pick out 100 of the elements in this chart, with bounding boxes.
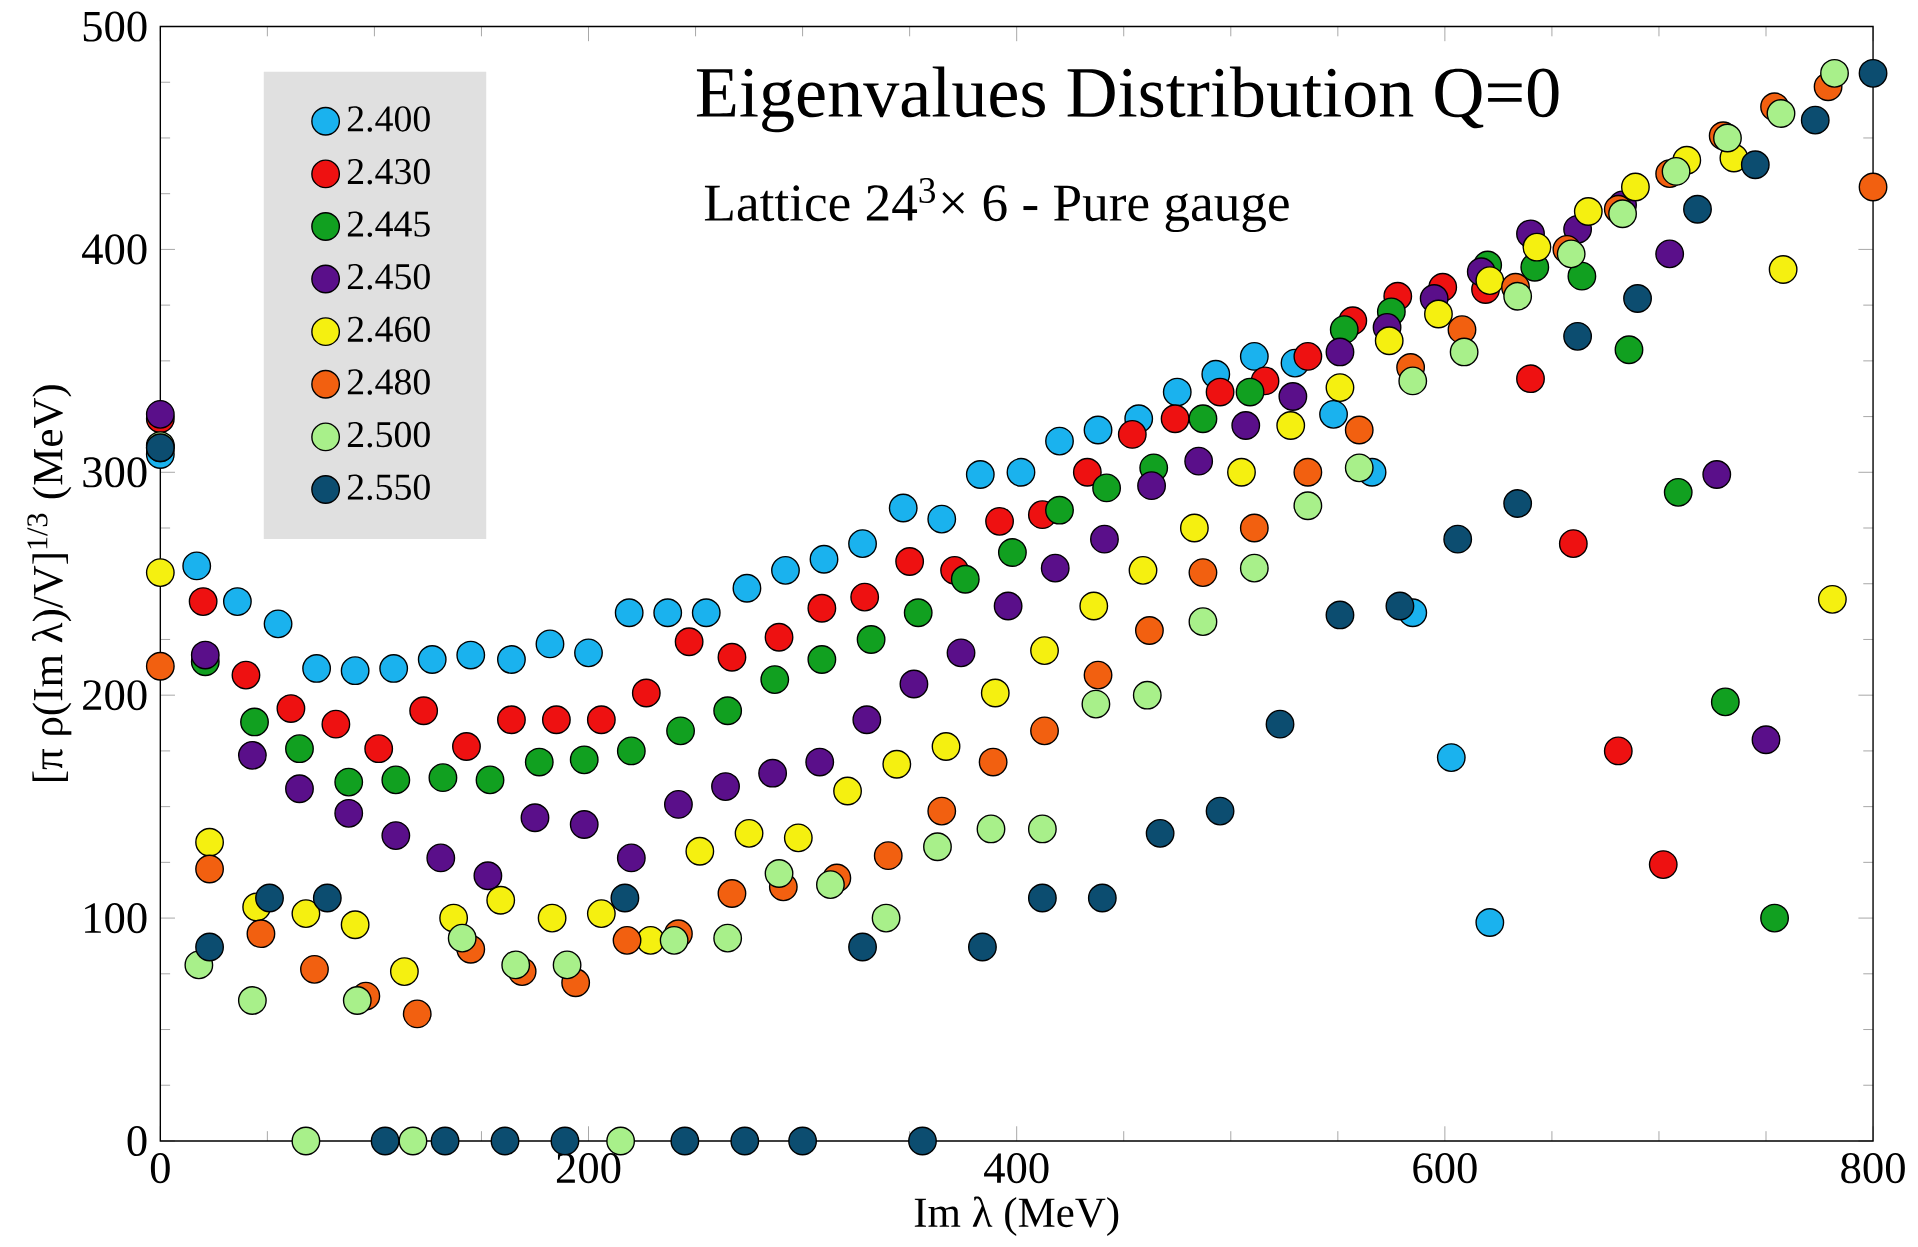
- point: [713, 923, 743, 953]
- point: [486, 885, 516, 915]
- point: [1027, 814, 1057, 844]
- point: [246, 919, 276, 948]
- point: [976, 814, 1006, 844]
- point: [1160, 404, 1190, 434]
- point: [965, 459, 995, 489]
- point: [873, 841, 903, 870]
- point: [1072, 457, 1102, 487]
- point: [497, 705, 526, 734]
- point: [993, 591, 1023, 621]
- point: [980, 678, 1010, 708]
- point: [809, 544, 839, 574]
- point: [1227, 457, 1256, 487]
- point: [1522, 232, 1552, 262]
- point: [1710, 687, 1740, 717]
- point: [1702, 459, 1732, 489]
- point: [1040, 553, 1070, 583]
- point: [734, 818, 764, 848]
- legend-label: 2.430: [347, 158, 430, 185]
- point: [1817, 584, 1847, 614]
- point: [1768, 254, 1798, 284]
- y-tick-label: 400: [82, 234, 147, 265]
- point: [1239, 513, 1269, 543]
- point: [430, 1126, 460, 1156]
- legend-label: 2.550: [347, 474, 430, 500]
- point: [302, 653, 332, 683]
- point: [1184, 446, 1214, 476]
- point: [1090, 524, 1119, 554]
- point: [1424, 299, 1453, 329]
- point: [1740, 150, 1770, 179]
- x-tick-label: 400: [984, 1152, 1049, 1184]
- point: [978, 747, 1008, 777]
- y-tick-label: 0: [127, 1125, 147, 1156]
- point: [1374, 326, 1404, 356]
- legend-label: 2.400: [347, 106, 430, 132]
- point: [1475, 266, 1505, 295]
- point: [758, 758, 788, 788]
- point: [612, 925, 642, 955]
- point: [1558, 529, 1588, 558]
- point: [852, 705, 882, 734]
- point: [1117, 419, 1147, 449]
- point: [1858, 58, 1888, 88]
- point: [1503, 281, 1533, 311]
- point: [1278, 381, 1308, 411]
- legend-label: 2.460: [347, 316, 430, 343]
- point: [616, 736, 646, 766]
- point: [1713, 123, 1742, 153]
- point: [1087, 883, 1117, 913]
- text: Lattice 24$^{3}$× 6 - Pure gauge: [704, 177, 1289, 232]
- point: [1573, 196, 1603, 226]
- point: [535, 629, 565, 659]
- point: [524, 747, 554, 777]
- y-tick-label: 300: [83, 457, 147, 488]
- point: [805, 747, 835, 777]
- point: [1188, 607, 1218, 636]
- point: [691, 598, 721, 627]
- point: [610, 883, 640, 913]
- point: [1188, 557, 1218, 587]
- point: [659, 925, 689, 955]
- point: [321, 709, 351, 739]
- point: [552, 950, 582, 980]
- point: [145, 651, 175, 681]
- x-tick-label: 200: [556, 1152, 621, 1184]
- point: [1162, 377, 1192, 407]
- point: [616, 843, 646, 873]
- point: [1820, 58, 1849, 88]
- point: [908, 1126, 937, 1156]
- point: [674, 627, 704, 656]
- point: [1205, 796, 1235, 826]
- point: [1145, 818, 1175, 848]
- point: [1449, 337, 1479, 367]
- point: [927, 504, 957, 534]
- point: [631, 678, 661, 708]
- point: [428, 763, 458, 792]
- text: Eigenvalues Distribution Q=0: [696, 66, 1559, 132]
- point: [1137, 471, 1166, 500]
- point: [1751, 725, 1781, 755]
- point: [195, 827, 224, 857]
- point: [456, 640, 486, 670]
- point: [1325, 373, 1355, 402]
- point: [1030, 716, 1059, 746]
- point: [1188, 404, 1218, 434]
- point: [1325, 600, 1355, 630]
- point: [291, 1126, 321, 1156]
- point: [195, 932, 224, 962]
- y-tick-label: 500: [83, 11, 147, 42]
- point: [1800, 105, 1830, 135]
- point: [888, 493, 918, 523]
- point: [574, 638, 603, 668]
- point: [666, 716, 695, 746]
- point: [1293, 341, 1323, 371]
- point: [541, 705, 571, 734]
- point: [1239, 553, 1269, 583]
- point: [370, 1126, 400, 1156]
- point: [664, 789, 693, 819]
- point: [1563, 321, 1593, 351]
- point: [856, 624, 886, 654]
- point: [1655, 239, 1685, 269]
- point: [285, 734, 314, 763]
